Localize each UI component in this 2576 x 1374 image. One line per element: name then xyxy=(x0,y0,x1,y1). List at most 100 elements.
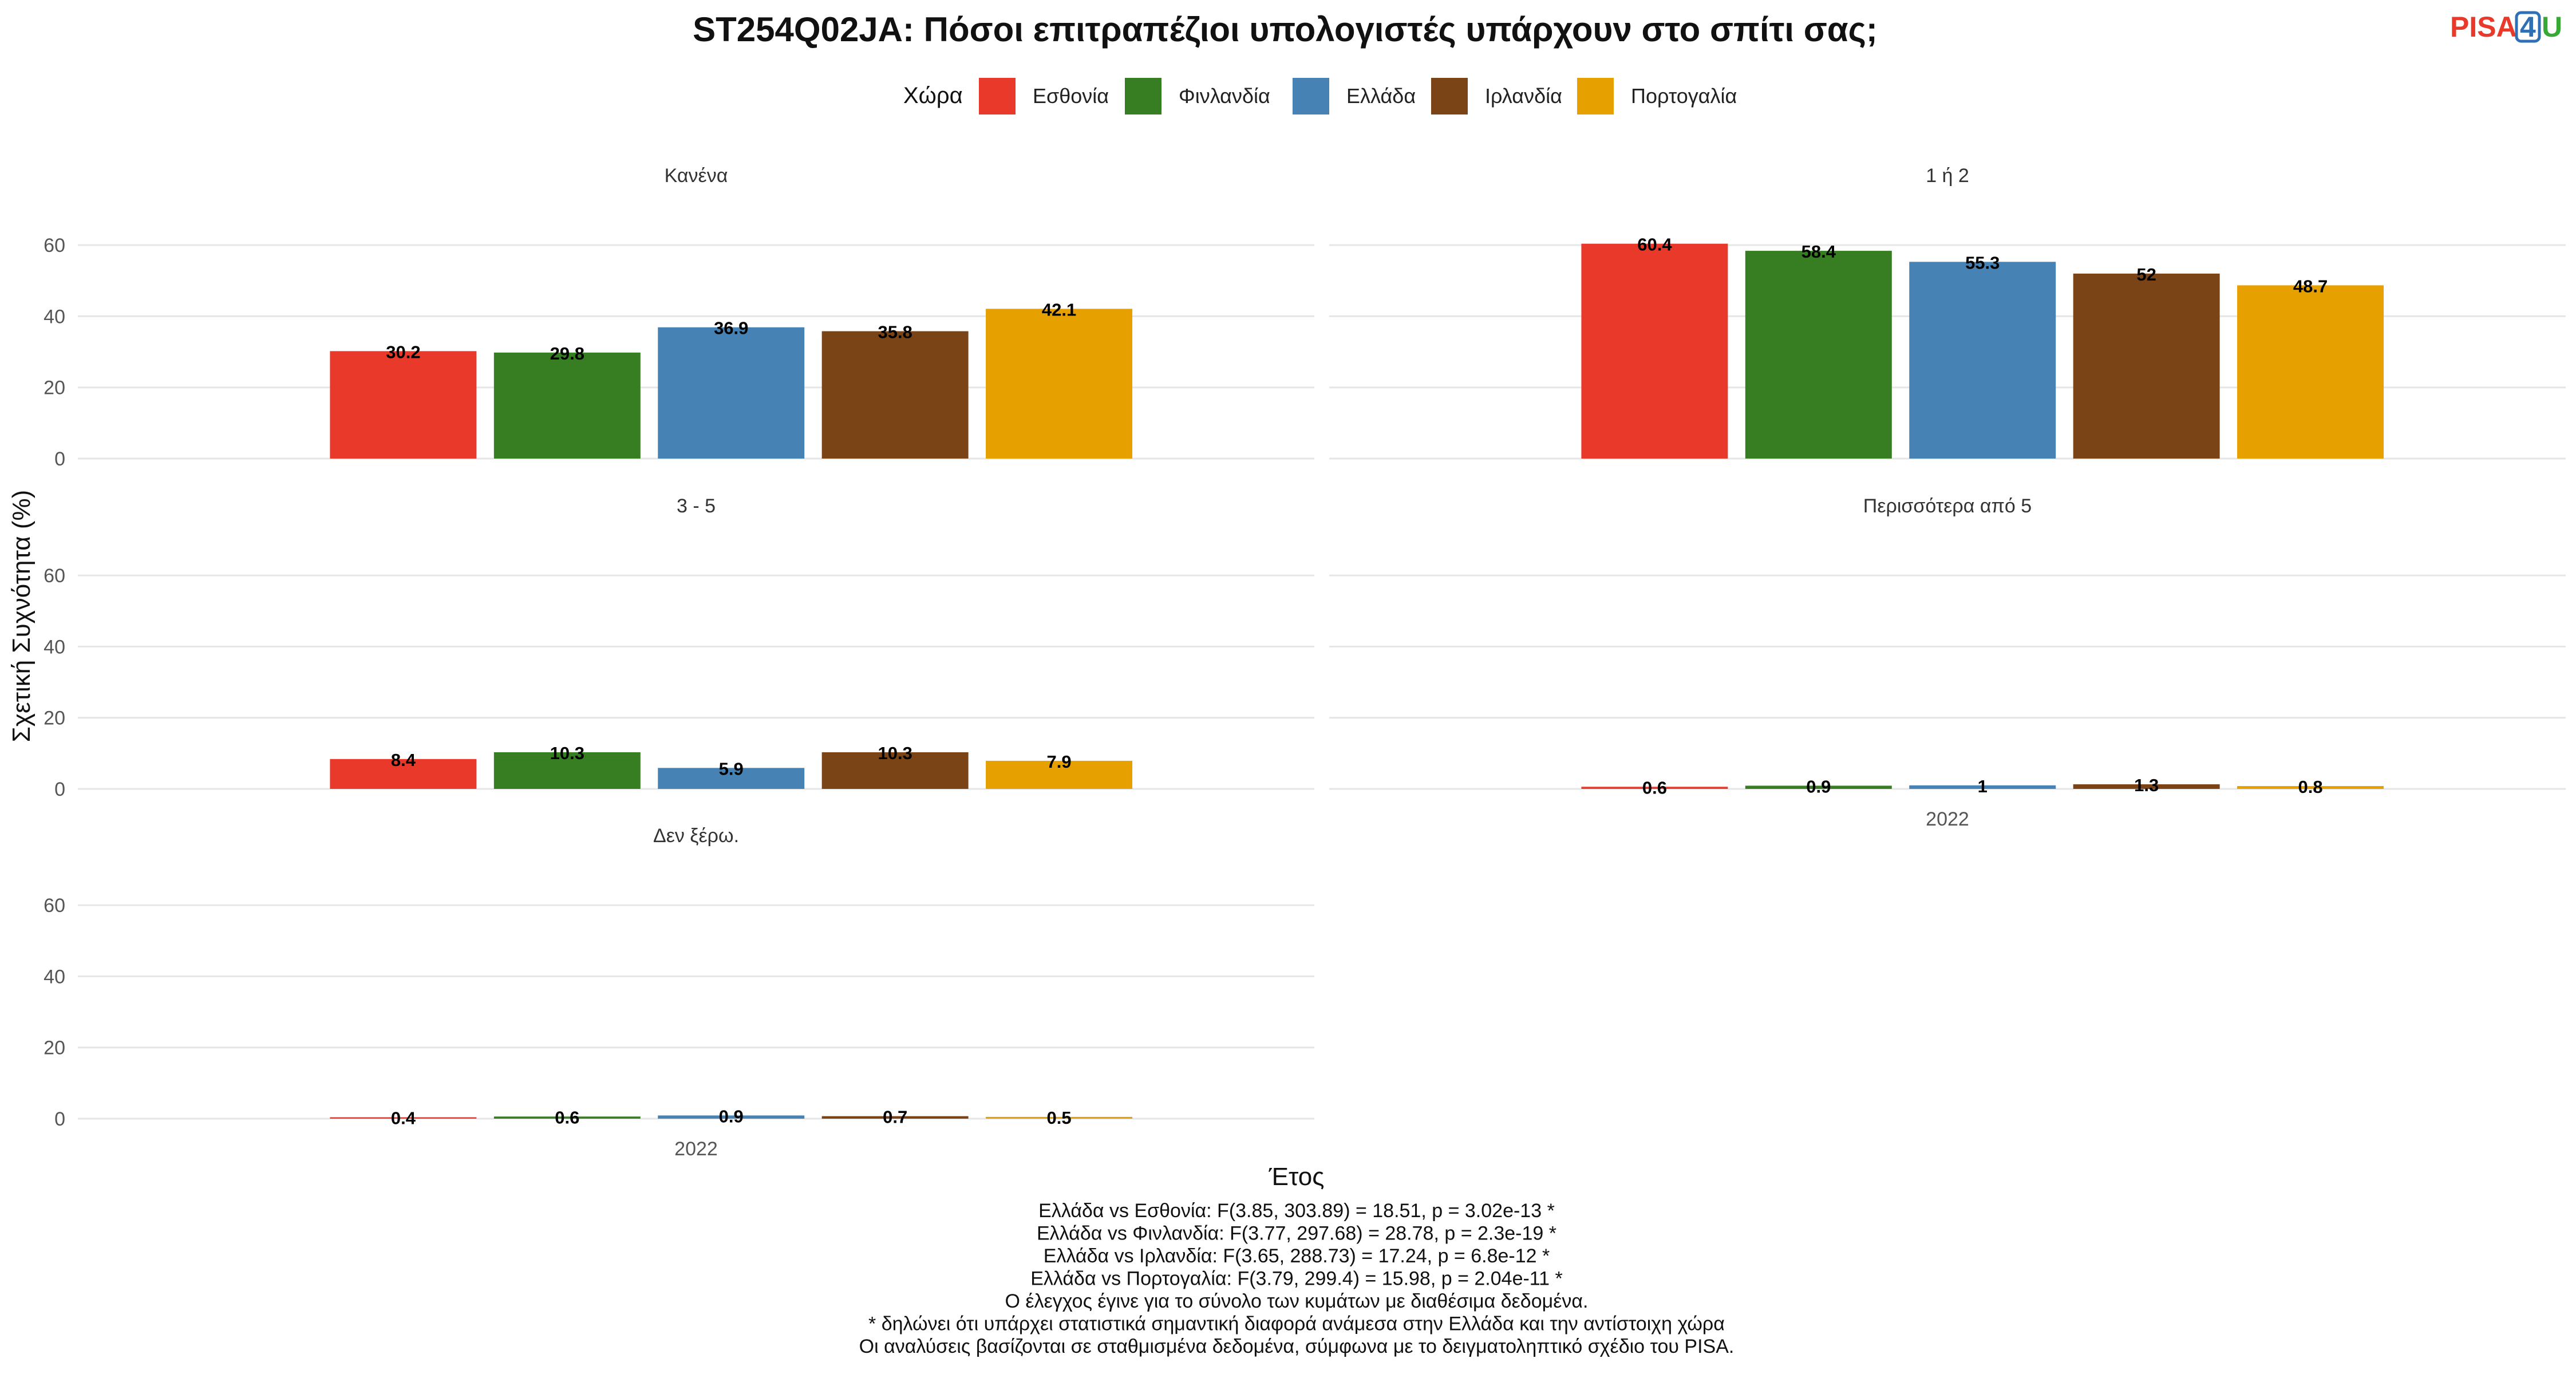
bar-value-label: 0.8 xyxy=(2298,777,2323,797)
bar xyxy=(1745,785,1892,789)
bar xyxy=(986,309,1133,459)
bar-value-label: 55.3 xyxy=(1965,252,2000,273)
caption-line: * δηλώνει ότι υπάρχει στατιστικά σημαντι… xyxy=(868,1313,1725,1335)
bar-value-label: 58.4 xyxy=(1801,242,1836,262)
caption-line: Ελλάδα vs Πορτογαλία: F(3.79, 299.4) = 1… xyxy=(1030,1268,1563,1290)
bar-value-label: 30.2 xyxy=(386,342,420,362)
bar-value-label: 0.9 xyxy=(1806,776,1831,796)
legend-label: Πορτογαλία xyxy=(1631,84,1737,108)
y-tick-label: 0 xyxy=(54,1108,65,1130)
bar xyxy=(1581,243,1728,459)
bar xyxy=(658,327,805,459)
chart-panels: Κανένα 0 20 40 60 30.2 29.8 36.9 35.8 42.1 1 ή 2 60… xyxy=(44,165,2566,1160)
bar xyxy=(658,768,805,789)
y-tick-label: 60 xyxy=(44,895,65,917)
bar xyxy=(821,1116,969,1119)
y-tick-label: 20 xyxy=(44,377,65,399)
bar xyxy=(1745,251,1892,459)
bar xyxy=(2073,273,2220,459)
y-tick-label: 40 xyxy=(44,636,65,658)
caption-line: Οι αναλύσεις βασίζονται σε σταθμισμένα δ… xyxy=(859,1336,1735,1357)
bar-value-label: 52 xyxy=(2136,264,2156,285)
y-tick-label: 60 xyxy=(44,235,65,256)
bar xyxy=(1909,785,2056,789)
legend-swatch xyxy=(979,78,1016,114)
logo-box xyxy=(2515,11,2541,43)
caption-line: Ελλάδα vs Ιρλανδία: F(3.65, 288.73) = 17… xyxy=(1044,1245,1550,1267)
x-tick-label: 2022 xyxy=(674,1138,718,1160)
y-tick-label: 40 xyxy=(44,306,65,327)
bar-value-label: 0.5 xyxy=(1047,1108,1072,1128)
panel-strip-label: 3 - 5 xyxy=(677,495,716,517)
panel: 3 - 5 0 20 40 60 8.4 10.3 5.9 10.3 7.9 xyxy=(44,495,1314,800)
caption-line: Ελλάδα vs Εσθονία: F(3.85, 303.89) = 18.… xyxy=(1038,1200,1555,1222)
bar xyxy=(986,760,1133,789)
y-tick-label: 40 xyxy=(44,966,65,988)
bar xyxy=(2237,786,2384,789)
bar xyxy=(493,1116,641,1119)
legend-label: Φινλανδία xyxy=(1179,84,1270,108)
y-tick-label: 20 xyxy=(44,708,65,729)
bar xyxy=(330,1117,477,1119)
panel: 1 ή 2 60.4 58.4 55.3 52 48.7 xyxy=(1329,165,2566,460)
y-tick-label: 0 xyxy=(54,779,65,800)
caption: Ελλάδα vs Εσθονία: F(3.85, 303.89) = 18.… xyxy=(859,1200,1735,1357)
bar xyxy=(2237,285,2384,459)
bar xyxy=(2073,784,2220,789)
bar-value-label: 29.8 xyxy=(550,344,584,364)
bar xyxy=(493,352,641,459)
caption-line: Ελλάδα vs Φινλανδία: F(3.77, 297.68) = 2… xyxy=(1037,1223,1556,1245)
bar xyxy=(658,1115,805,1119)
panel-strip-label: 1 ή 2 xyxy=(1926,165,1969,187)
bar xyxy=(821,331,969,459)
bar-value-label: 10.3 xyxy=(550,743,584,763)
legend-label: Ελλάδα xyxy=(1346,84,1416,108)
legend-label: Εσθονία xyxy=(1033,84,1109,108)
bar-value-label: 0.9 xyxy=(719,1106,744,1126)
legend-label: Ιρλανδία xyxy=(1485,84,1562,108)
bar xyxy=(1909,262,2056,459)
legend-title: Χώρα xyxy=(903,83,963,108)
panel-strip-label: Κανένα xyxy=(665,165,728,187)
logo-text-4: 4 xyxy=(2520,11,2536,43)
bar xyxy=(330,759,477,789)
caption-line: Ο έλεγχος έγινε για το σύνολο των κυμάτω… xyxy=(1005,1290,1589,1312)
y-axis-title: Σχετική Συχνότητα (%) xyxy=(7,490,35,743)
pisa4u-logo: PISA 4 U xyxy=(2450,11,2562,43)
bar-value-label: 0.6 xyxy=(1642,777,1667,797)
bar xyxy=(821,752,969,789)
bar-value-label: 42.1 xyxy=(1042,299,1076,319)
panel: Δεν ξέρω. 0 20 40 60 0.4 0.6 0.9 0.7 0.5 2022 xyxy=(44,825,1314,1160)
logo-text-pisa: PISA xyxy=(2450,11,2517,43)
bar xyxy=(986,1116,1133,1119)
logo-text-u: U xyxy=(2542,11,2562,43)
bar-value-label: 0.7 xyxy=(883,1107,907,1127)
bar-value-label: 5.9 xyxy=(719,759,744,779)
legend-swatch xyxy=(1125,78,1161,114)
bar-value-label: 0.4 xyxy=(391,1108,416,1128)
legend: Χώρα Εσθονία Φινλανδία Ελλάδα Ιρλανδία Πορτο… xyxy=(903,78,1737,114)
y-tick-label: 0 xyxy=(54,448,65,470)
panel-strip-label: Περισσότερα από 5 xyxy=(1863,495,2032,517)
bar-value-label: 36.9 xyxy=(714,318,748,338)
legend-swatch xyxy=(1293,78,1329,114)
bar xyxy=(1581,787,1728,789)
legend-swatch xyxy=(1431,78,1468,114)
bar-value-label: 48.7 xyxy=(2293,276,2328,296)
bar-value-label: 10.3 xyxy=(878,743,912,763)
bar-value-label: 60.4 xyxy=(1637,235,1672,255)
legend-swatch xyxy=(1577,78,1614,114)
x-axis-title: Έτος xyxy=(1269,1163,1325,1191)
panel-strip-label: Δεν ξέρω. xyxy=(653,825,739,847)
bar xyxy=(493,752,641,789)
bar xyxy=(330,351,477,459)
bar-value-label: 35.8 xyxy=(878,322,912,342)
chart-title: ST254Q02JA: Πόσοι επιτραπέζιοι υπολογιστ… xyxy=(693,10,1878,49)
bar-value-label: 1.3 xyxy=(2134,775,2159,795)
y-tick-label: 20 xyxy=(44,1037,65,1059)
panel: Κανένα 0 20 40 60 30.2 29.8 36.9 35.8 42.1 xyxy=(44,165,1314,470)
panel: Περισσότερα από 5 0.6 0.9 1 1.3 0.8 2022 xyxy=(1329,495,2566,830)
bar-value-label: 7.9 xyxy=(1047,752,1072,772)
x-tick-label: 2022 xyxy=(1926,808,1969,830)
